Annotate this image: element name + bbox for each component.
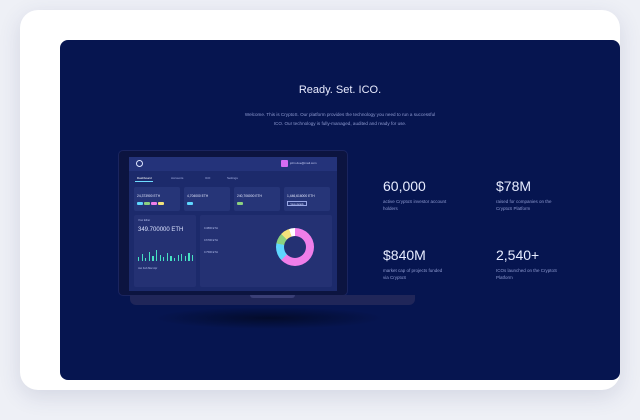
status-badge (158, 202, 164, 205)
stat-value: 60,000 (383, 178, 426, 194)
activity-bar (148, 252, 151, 261)
stat-description: ICOs launched on the CryptoS Platform (496, 267, 576, 281)
transaction-item: 0.6700 ETH (204, 239, 218, 242)
tab-dashboard[interactable]: Dashboard (137, 176, 152, 180)
stat-card: 24,373900 ETH (134, 187, 180, 211)
stat-card: 240,706000 ETH (234, 187, 280, 211)
activity-bars (138, 249, 196, 261)
activity-bar (188, 253, 190, 261)
stat-description-line2: via CryptoS (383, 275, 407, 280)
transaction-item: 0.7500 ETH (204, 251, 218, 254)
activity-bar (184, 256, 187, 261)
tab-ico[interactable]: ICO (205, 176, 211, 180)
legend-item: Jan (138, 267, 143, 270)
user-email[interactable]: john.doe@mail.com (290, 161, 317, 165)
stat-value: 1,446,616000 ETH (287, 194, 315, 198)
activity-bar (159, 255, 161, 261)
balance-card: Your Ether 349.700000 ETH Jan Feb Mar Ap… (134, 215, 196, 287)
activity-bar (156, 250, 158, 261)
portfolio-card: 0.3800 ETH 0.6700 ETH 0.7500 ETH (200, 215, 332, 287)
hero-subtitle: Welcome. This is CryptoS. Our platform p… (220, 110, 460, 128)
activity-bar (192, 255, 194, 261)
activity-bar (174, 258, 176, 261)
stat-description-line2: holders (383, 206, 398, 211)
stat-description-line2: CryptoS Platform (496, 206, 531, 211)
activity-bar (145, 258, 147, 261)
status-badge (137, 202, 143, 205)
stat-description: active CryptoS investor account holders (383, 198, 463, 212)
status-badge (151, 202, 157, 205)
hero-panel: Ready. Set. ICO. Welcome. This is Crypto… (60, 40, 620, 380)
donut-hole (284, 236, 306, 258)
laptop-notch (250, 295, 295, 298)
laptop-mockup: john.doe@mail.com Dashboard Accounts ICO… (118, 150, 348, 296)
activity-bar (138, 257, 140, 261)
activity-bar (141, 254, 143, 261)
view-details-button[interactable]: View details (287, 201, 307, 206)
activity-bar (181, 254, 183, 261)
stat-description: market cap of projects funded via Crypto… (383, 267, 463, 281)
active-tab-indicator (135, 181, 153, 182)
stat-card: 4,704000 ETH (184, 187, 230, 211)
stat-description: raised for companies on the CryptoS Plat… (496, 198, 576, 212)
status-badge (144, 202, 150, 205)
stat-value: 24,373900 ETH (137, 194, 161, 198)
legend-item: Apr (153, 267, 158, 270)
hero-subtitle-line1: Welcome. This is CryptoS. Our platform p… (244, 112, 436, 117)
stat-description-line1: raised for companies on the (496, 199, 552, 204)
legend-item: Feb (142, 267, 148, 270)
legend-item: Mar (148, 267, 153, 270)
dashboard-topbar: john.doe@mail.com (129, 157, 337, 171)
stat-card: 1,446,616000 ETH View details (284, 187, 330, 211)
chart-legend: Jan Feb Mar Apr (138, 267, 157, 270)
dashboard-screenshot: john.doe@mail.com Dashboard Accounts ICO… (129, 157, 337, 291)
activity-bar (177, 255, 179, 261)
stat-value: 4,704000 ETH (187, 194, 209, 198)
stat-value: $78M (496, 178, 532, 194)
hero-title: Ready. Set. ICO. (298, 84, 382, 96)
stat-value: $840M (383, 247, 426, 263)
activity-bar (170, 256, 172, 261)
status-badge (187, 202, 193, 205)
stat-description-line2: Platform (496, 275, 513, 280)
stat-value: 2,540+ (496, 247, 540, 263)
balance-label: Your Ether (138, 219, 151, 222)
tab-accounts[interactable]: Accounts (171, 176, 184, 180)
tab-settings[interactable]: Settings (227, 176, 238, 180)
status-badge (237, 202, 243, 205)
hero-subtitle-line2: ICO. Our technology is fully-managed, au… (273, 121, 407, 126)
logo-icon (136, 160, 143, 167)
activity-bar (152, 256, 154, 261)
laptop-base (130, 295, 415, 305)
transaction-item: 0.3800 ETH (204, 227, 218, 230)
activity-bar (163, 257, 165, 261)
page-card: Ready. Set. ICO. Welcome. This is Crypto… (20, 10, 620, 390)
avatar[interactable] (281, 160, 288, 167)
stat-value: 240,706000 ETH (237, 194, 262, 198)
stat-description-line1: active CryptoS investor account (383, 199, 447, 204)
laptop-shadow (154, 307, 384, 329)
balance-value: 349.700000 ETH (138, 227, 184, 233)
stat-description-line1: ICOs launched on the CryptoS (496, 268, 558, 273)
stat-description-line1: market cap of projects funded (383, 268, 443, 273)
activity-bar (166, 253, 169, 261)
